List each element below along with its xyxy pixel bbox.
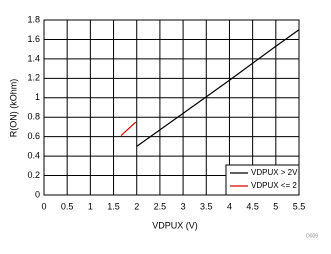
y-tick-label: 0.2 (27, 170, 40, 180)
y-tick-label: 1.8 (27, 14, 40, 24)
y-tick-label: 0 (35, 189, 40, 199)
y-tick-label: 1.4 (27, 53, 40, 63)
legend-box (225, 164, 300, 196)
y-tick-label: 0.6 (27, 131, 40, 141)
x-tick-label: 0.5 (61, 201, 74, 211)
x-tick-label: 3.5 (200, 201, 213, 211)
y-axis-label: R(ON) (kOhm) (8, 79, 18, 138)
legend-label: VDPUX <= 2 (251, 181, 297, 190)
x-tick-label: 5.5 (293, 201, 306, 211)
x-tick-label: 0 (41, 201, 46, 211)
y-tick-label: 1 (35, 92, 40, 102)
plot-frame (43, 19, 300, 196)
y-tick-label: 0.4 (27, 150, 40, 160)
y-tick-label: 0.8 (27, 112, 40, 122)
x-tick-label: 2 (134, 201, 139, 211)
x-tick-label: 1 (88, 201, 93, 211)
legend-label: VDPUX > 2V (251, 168, 298, 177)
y-tick-label: 1.2 (27, 73, 40, 83)
series-line (120, 121, 137, 137)
note: D009 (306, 233, 318, 239)
x-tick-label: 3 (181, 201, 186, 211)
x-tick-label: 4.5 (246, 201, 259, 211)
x-tick-label: 2.5 (154, 201, 167, 211)
x-axis-label: VDPUX (V) (152, 220, 198, 230)
x-tick-label: 4 (227, 201, 232, 211)
y-tick-label: 1.6 (27, 34, 40, 44)
x-tick-label: 5 (273, 201, 278, 211)
x-tick-label: 1.5 (107, 201, 120, 211)
series-line (136, 29, 300, 147)
